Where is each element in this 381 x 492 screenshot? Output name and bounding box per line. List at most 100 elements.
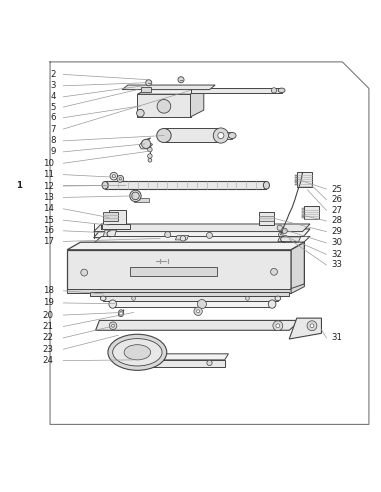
Polygon shape — [278, 237, 301, 242]
Polygon shape — [175, 235, 189, 240]
Circle shape — [218, 132, 224, 139]
Polygon shape — [289, 318, 322, 339]
Polygon shape — [259, 212, 274, 225]
Polygon shape — [118, 310, 124, 316]
Ellipse shape — [102, 182, 108, 189]
Polygon shape — [103, 212, 118, 221]
Bar — [302, 211, 304, 213]
Circle shape — [273, 321, 283, 331]
Ellipse shape — [118, 310, 124, 317]
Ellipse shape — [124, 345, 150, 360]
Text: 13: 13 — [43, 193, 54, 202]
Circle shape — [283, 235, 288, 240]
Bar — [141, 87, 150, 92]
Text: 8: 8 — [50, 136, 56, 145]
Circle shape — [310, 324, 314, 328]
Circle shape — [132, 297, 136, 300]
Polygon shape — [138, 87, 204, 94]
Text: 9: 9 — [50, 148, 56, 156]
Bar — [130, 267, 217, 276]
Circle shape — [137, 109, 144, 117]
Polygon shape — [96, 320, 301, 330]
Text: 19: 19 — [43, 299, 54, 308]
Bar — [295, 175, 297, 176]
Circle shape — [110, 172, 118, 180]
Circle shape — [279, 232, 283, 237]
Circle shape — [119, 311, 123, 315]
Circle shape — [112, 324, 115, 327]
Text: 6: 6 — [50, 113, 56, 122]
Text: 20: 20 — [43, 310, 54, 320]
Ellipse shape — [278, 88, 285, 92]
Polygon shape — [164, 128, 221, 142]
Polygon shape — [190, 87, 204, 117]
Polygon shape — [122, 85, 215, 90]
Bar — [302, 209, 304, 210]
Circle shape — [141, 139, 150, 149]
Bar — [302, 214, 304, 215]
Circle shape — [157, 99, 171, 113]
Text: 22: 22 — [43, 334, 54, 342]
Polygon shape — [105, 182, 266, 189]
Text: 5: 5 — [50, 102, 56, 112]
Polygon shape — [94, 229, 310, 238]
Circle shape — [147, 147, 152, 152]
Circle shape — [197, 310, 200, 313]
Polygon shape — [259, 216, 274, 221]
Circle shape — [146, 80, 152, 86]
Polygon shape — [221, 132, 232, 139]
Text: 2: 2 — [50, 70, 56, 79]
Bar — [304, 206, 319, 219]
Bar — [295, 177, 297, 179]
Ellipse shape — [100, 296, 106, 301]
Circle shape — [132, 192, 139, 200]
Text: 16: 16 — [43, 226, 54, 235]
Bar — [295, 179, 297, 181]
Polygon shape — [291, 242, 304, 292]
Text: 29: 29 — [331, 227, 342, 236]
Circle shape — [194, 307, 202, 315]
Ellipse shape — [263, 182, 269, 189]
Text: 25: 25 — [331, 184, 342, 193]
Polygon shape — [190, 88, 282, 92]
Polygon shape — [103, 296, 278, 301]
Circle shape — [117, 175, 124, 182]
Polygon shape — [291, 284, 304, 293]
Polygon shape — [103, 210, 126, 225]
Text: 14: 14 — [43, 204, 54, 214]
Text: 28: 28 — [331, 216, 342, 225]
Circle shape — [213, 128, 229, 143]
Polygon shape — [102, 224, 130, 229]
Text: 4: 4 — [50, 92, 56, 101]
Circle shape — [207, 232, 213, 239]
Text: 26: 26 — [331, 195, 342, 204]
Text: 32: 32 — [331, 250, 342, 259]
Ellipse shape — [130, 190, 141, 202]
Circle shape — [207, 360, 212, 366]
Text: 33: 33 — [331, 260, 342, 270]
Polygon shape — [67, 288, 291, 293]
Text: 21: 21 — [43, 322, 54, 331]
Circle shape — [109, 322, 117, 330]
Text: 1: 1 — [16, 181, 22, 190]
Circle shape — [180, 236, 186, 241]
Text: 18: 18 — [43, 286, 54, 295]
Text: 3: 3 — [50, 81, 56, 91]
Text: 10: 10 — [43, 159, 54, 168]
Bar — [295, 182, 297, 183]
Circle shape — [277, 225, 282, 230]
Circle shape — [178, 77, 184, 83]
Circle shape — [119, 178, 122, 180]
Circle shape — [276, 324, 280, 328]
Ellipse shape — [108, 334, 167, 370]
Polygon shape — [103, 230, 117, 237]
Circle shape — [245, 297, 249, 300]
Polygon shape — [111, 302, 274, 307]
Circle shape — [112, 175, 115, 178]
Circle shape — [148, 158, 152, 162]
Text: 31: 31 — [331, 334, 342, 342]
Ellipse shape — [113, 338, 162, 366]
Polygon shape — [67, 242, 304, 250]
Ellipse shape — [109, 300, 117, 308]
Ellipse shape — [157, 128, 171, 143]
